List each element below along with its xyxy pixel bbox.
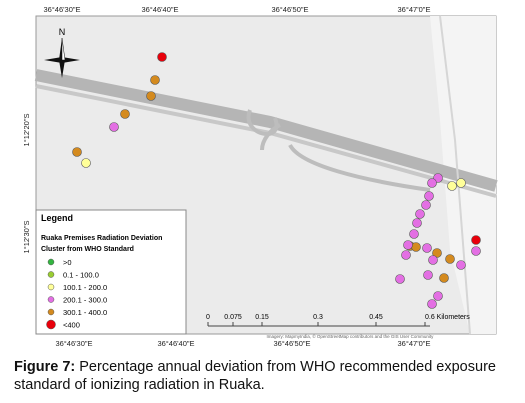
site-marker <box>421 200 431 210</box>
bottom-coord: 36°46'50"E <box>273 339 310 348</box>
legend-item: 100.1 - 200.0 <box>63 283 107 292</box>
site-marker <box>150 75 160 85</box>
site-marker <box>412 218 422 228</box>
scale-label: 0.6 Kilometers <box>425 314 470 321</box>
minor-road <box>439 15 471 335</box>
legend-swatch <box>47 271 55 278</box>
site-marker <box>424 191 434 201</box>
site-marker <box>433 291 443 301</box>
top-coord: 36°47'0"E <box>398 5 431 14</box>
left-coord: 1°12'20"S <box>22 114 31 147</box>
site-marker <box>423 270 433 280</box>
scale-label: 0 <box>206 314 210 321</box>
site-marker <box>146 91 156 101</box>
interchange <box>246 109 431 192</box>
north-label: N <box>59 27 66 37</box>
site-marker <box>427 299 437 309</box>
legend-item: 200.1 - 300.0 <box>63 296 107 305</box>
caption-text: Percentage annual deviation from WHO rec… <box>14 359 496 393</box>
site-marker <box>401 250 411 260</box>
highway <box>34 69 498 192</box>
bottom-coord: 36°46'40"E <box>157 339 194 348</box>
scale-label: 0.45 <box>369 314 383 321</box>
legend-title: Legend <box>41 213 73 223</box>
site-marker <box>411 242 421 252</box>
site-marker <box>471 246 481 256</box>
site-marker <box>456 260 466 270</box>
top-coord: 36°46'50"E <box>271 5 308 14</box>
site-marker <box>456 178 466 188</box>
site-marker <box>471 235 481 245</box>
map: 36°46'30"E 36°46'40"E 36°46'50"E 36°47'0… <box>22 5 498 348</box>
attribution: Imagery: MapmyIndia, © OpenStreetMap con… <box>267 333 435 339</box>
site-marker <box>157 52 167 62</box>
scale-label: 0.3 <box>313 314 323 321</box>
north-arrow: N <box>44 27 80 78</box>
legend-swatch <box>46 319 56 330</box>
site-marker <box>409 229 419 239</box>
left-coord: 1°12'30"S <box>22 221 31 254</box>
legend-swatch <box>47 308 55 316</box>
legend-item: 300.1 - 400.0 <box>63 308 107 317</box>
top-coord: 36°46'30"E <box>43 5 80 14</box>
bottom-coord: 36°46'30"E <box>55 339 92 348</box>
legend-layer: Ruaka Premises Radiation Deviation <box>41 235 162 242</box>
scale-label: 0.15 <box>255 314 269 321</box>
site-marker <box>109 122 119 132</box>
site-marker <box>120 109 130 119</box>
site-marker <box>72 147 82 157</box>
legend-subtitle: Cluster from WHO Standard <box>41 246 134 253</box>
bottom-coord: 36°47'0"E <box>398 339 431 348</box>
legend-item: <400 <box>63 321 80 330</box>
site-marker <box>447 181 457 191</box>
legend-item: 0.1 - 100.0 <box>63 271 99 280</box>
site-marker <box>403 240 413 250</box>
site-marker <box>427 178 437 188</box>
legend-box <box>35 209 187 335</box>
legend-swatch <box>47 258 55 266</box>
legend-swatch <box>47 296 55 303</box>
site-marker <box>428 255 438 265</box>
caption: Figure 7: Percentage annual deviation fr… <box>14 358 519 394</box>
top-coord: 36°46'40"E <box>141 5 178 14</box>
site-marker <box>415 209 425 219</box>
scale-bar: 0 0.075 0.15 0.3 0.45 0.6 Kilometers <box>206 314 470 327</box>
site-marker <box>422 243 432 253</box>
caption-label: Figure 7: <box>14 359 76 375</box>
site-marker <box>395 274 405 284</box>
site-marker <box>445 254 455 264</box>
legend-item: >0 <box>63 258 72 267</box>
site-marker <box>81 158 91 168</box>
scale-label: 0.075 <box>224 314 242 321</box>
legend-swatch <box>47 283 55 291</box>
site-marker <box>439 273 449 283</box>
